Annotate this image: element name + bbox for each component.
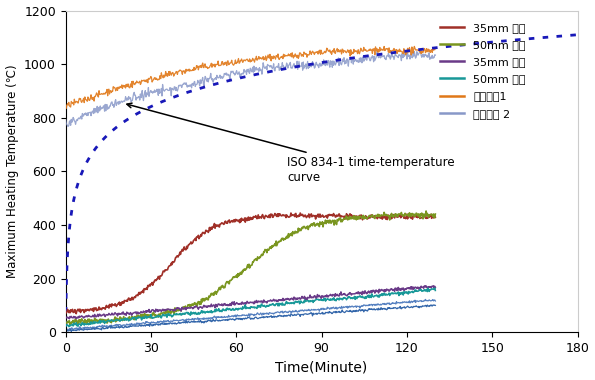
Y-axis label: Maximum Heating Temperature (℃): Maximum Heating Temperature (℃) <box>5 65 18 278</box>
X-axis label: Time(Minute): Time(Minute) <box>275 361 368 374</box>
Text: ISO 834-1 time-temperature
curve: ISO 834-1 time-temperature curve <box>127 103 455 184</box>
Legend: 35mm 단판, 50mm 단판, 35mm 복판, 50mm 복판, 내부온도1, 내부온도 2: 35mm 단판, 50mm 단판, 35mm 복판, 50mm 복판, 내부온도… <box>440 22 525 119</box>
